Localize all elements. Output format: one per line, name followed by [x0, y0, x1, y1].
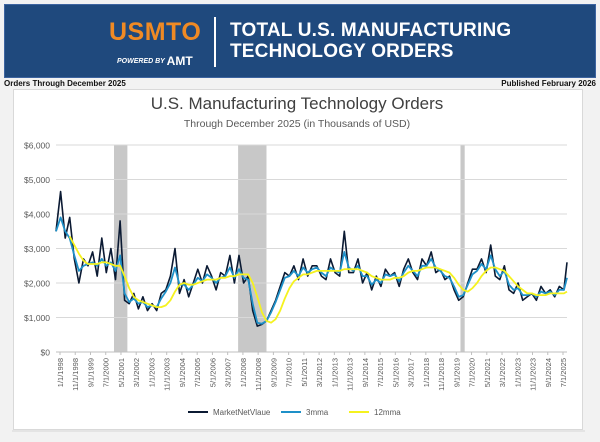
- series-line-3mma: [55, 216, 568, 325]
- published-label: Published February 2026: [501, 79, 596, 88]
- x-tick-label: 7/1/2015: [376, 358, 385, 387]
- x-tick-label: 1/1/2008: [239, 358, 248, 387]
- header-banner: USMTO POWERED BY AMT TOTAL U.S. MANUFACT…: [4, 4, 596, 78]
- x-tick-label: 7/1/2005: [193, 358, 202, 387]
- x-tick-label: 7/1/2025: [559, 358, 568, 387]
- x-tick-label: 3/1/2012: [315, 358, 324, 387]
- logo-text: USMTO: [109, 18, 202, 46]
- x-tick-label: 11/1/1998: [71, 358, 80, 391]
- legend-label: MarketNetVlaue: [213, 408, 271, 417]
- y-tick-label: $1,000: [24, 313, 50, 323]
- x-tick-label: 7/1/2020: [468, 358, 477, 387]
- series-line-12mma: [68, 235, 568, 324]
- y-tick-label: $6,000: [24, 141, 50, 151]
- usmto-logo: USMTO POWERED BY AMT: [109, 19, 209, 69]
- x-tick-label: 5/1/2021: [483, 358, 492, 387]
- chart-subtitle: Through December 2025 (in Thousands of U…: [184, 118, 410, 130]
- x-tick-label: 1/1/2023: [513, 358, 522, 387]
- x-tick-label: 9/1/2009: [269, 358, 278, 387]
- x-tick-label: 3/1/2022: [498, 358, 507, 387]
- page-title: TOTAL U.S. MANUFACTURING TECHNOLOGY ORDE…: [230, 20, 511, 62]
- amt-brand: AMT: [166, 54, 193, 68]
- x-tick-label: 1/1/2013: [330, 358, 339, 387]
- x-tick-label: 3/1/2017: [407, 358, 416, 387]
- x-tick-label: 11/1/2018: [437, 358, 446, 391]
- y-tick-label: $5,000: [24, 175, 50, 185]
- y-tick-label: $3,000: [24, 244, 50, 254]
- x-tick-label: 5/1/2016: [391, 358, 400, 387]
- x-tick-label: 5/1/2011: [300, 358, 309, 387]
- y-tick-label: $4,000: [24, 210, 50, 220]
- x-tick-label: 9/1/2014: [361, 358, 370, 387]
- y-tick-label: $0: [41, 348, 51, 358]
- legend-label: 3mma: [306, 408, 329, 417]
- x-tick-label: 7/1/2000: [102, 358, 111, 387]
- panel-shadow: [12, 430, 585, 432]
- x-tick-label: 9/1/1999: [86, 358, 95, 387]
- title-line-2: TECHNOLOGY ORDERS: [230, 41, 454, 62]
- x-tick-label: 1/1/2003: [147, 358, 156, 387]
- title-line-1: TOTAL U.S. MANUFACTURING: [230, 20, 512, 41]
- orders-through-label: Orders Through December 2025: [4, 79, 126, 88]
- x-tick-label: 3/1/2007: [224, 358, 233, 387]
- banner-divider: [214, 17, 216, 67]
- x-tick-label: 1/1/1998: [56, 358, 65, 387]
- x-tick-label: 11/1/2003: [163, 358, 172, 391]
- logo-sub-label: POWERED BY: [117, 58, 165, 65]
- x-tick-label: 3/1/2002: [132, 358, 141, 387]
- x-tick-label: 5/1/2006: [208, 358, 217, 387]
- x-tick-label: 9/1/2004: [178, 358, 187, 387]
- x-tick-label: 1/1/2018: [422, 358, 431, 387]
- x-tick-label: 9/1/2019: [452, 358, 461, 387]
- x-tick-label: 5/1/2001: [117, 358, 126, 387]
- y-tick-label: $2,000: [24, 279, 50, 289]
- x-tick-label: 7/1/2010: [285, 358, 294, 387]
- x-tick-label: 11/1/2008: [254, 358, 263, 391]
- chart-title: U.S. Manufacturing Technology Orders: [151, 94, 444, 113]
- legend-label: 12mma: [374, 408, 401, 417]
- x-tick-label: 11/1/2013: [346, 358, 355, 391]
- x-tick-label: 11/1/2023: [529, 358, 538, 391]
- x-tick-label: 9/1/2024: [544, 358, 553, 387]
- logo-powered-by: POWERED BY AMT: [117, 54, 193, 68]
